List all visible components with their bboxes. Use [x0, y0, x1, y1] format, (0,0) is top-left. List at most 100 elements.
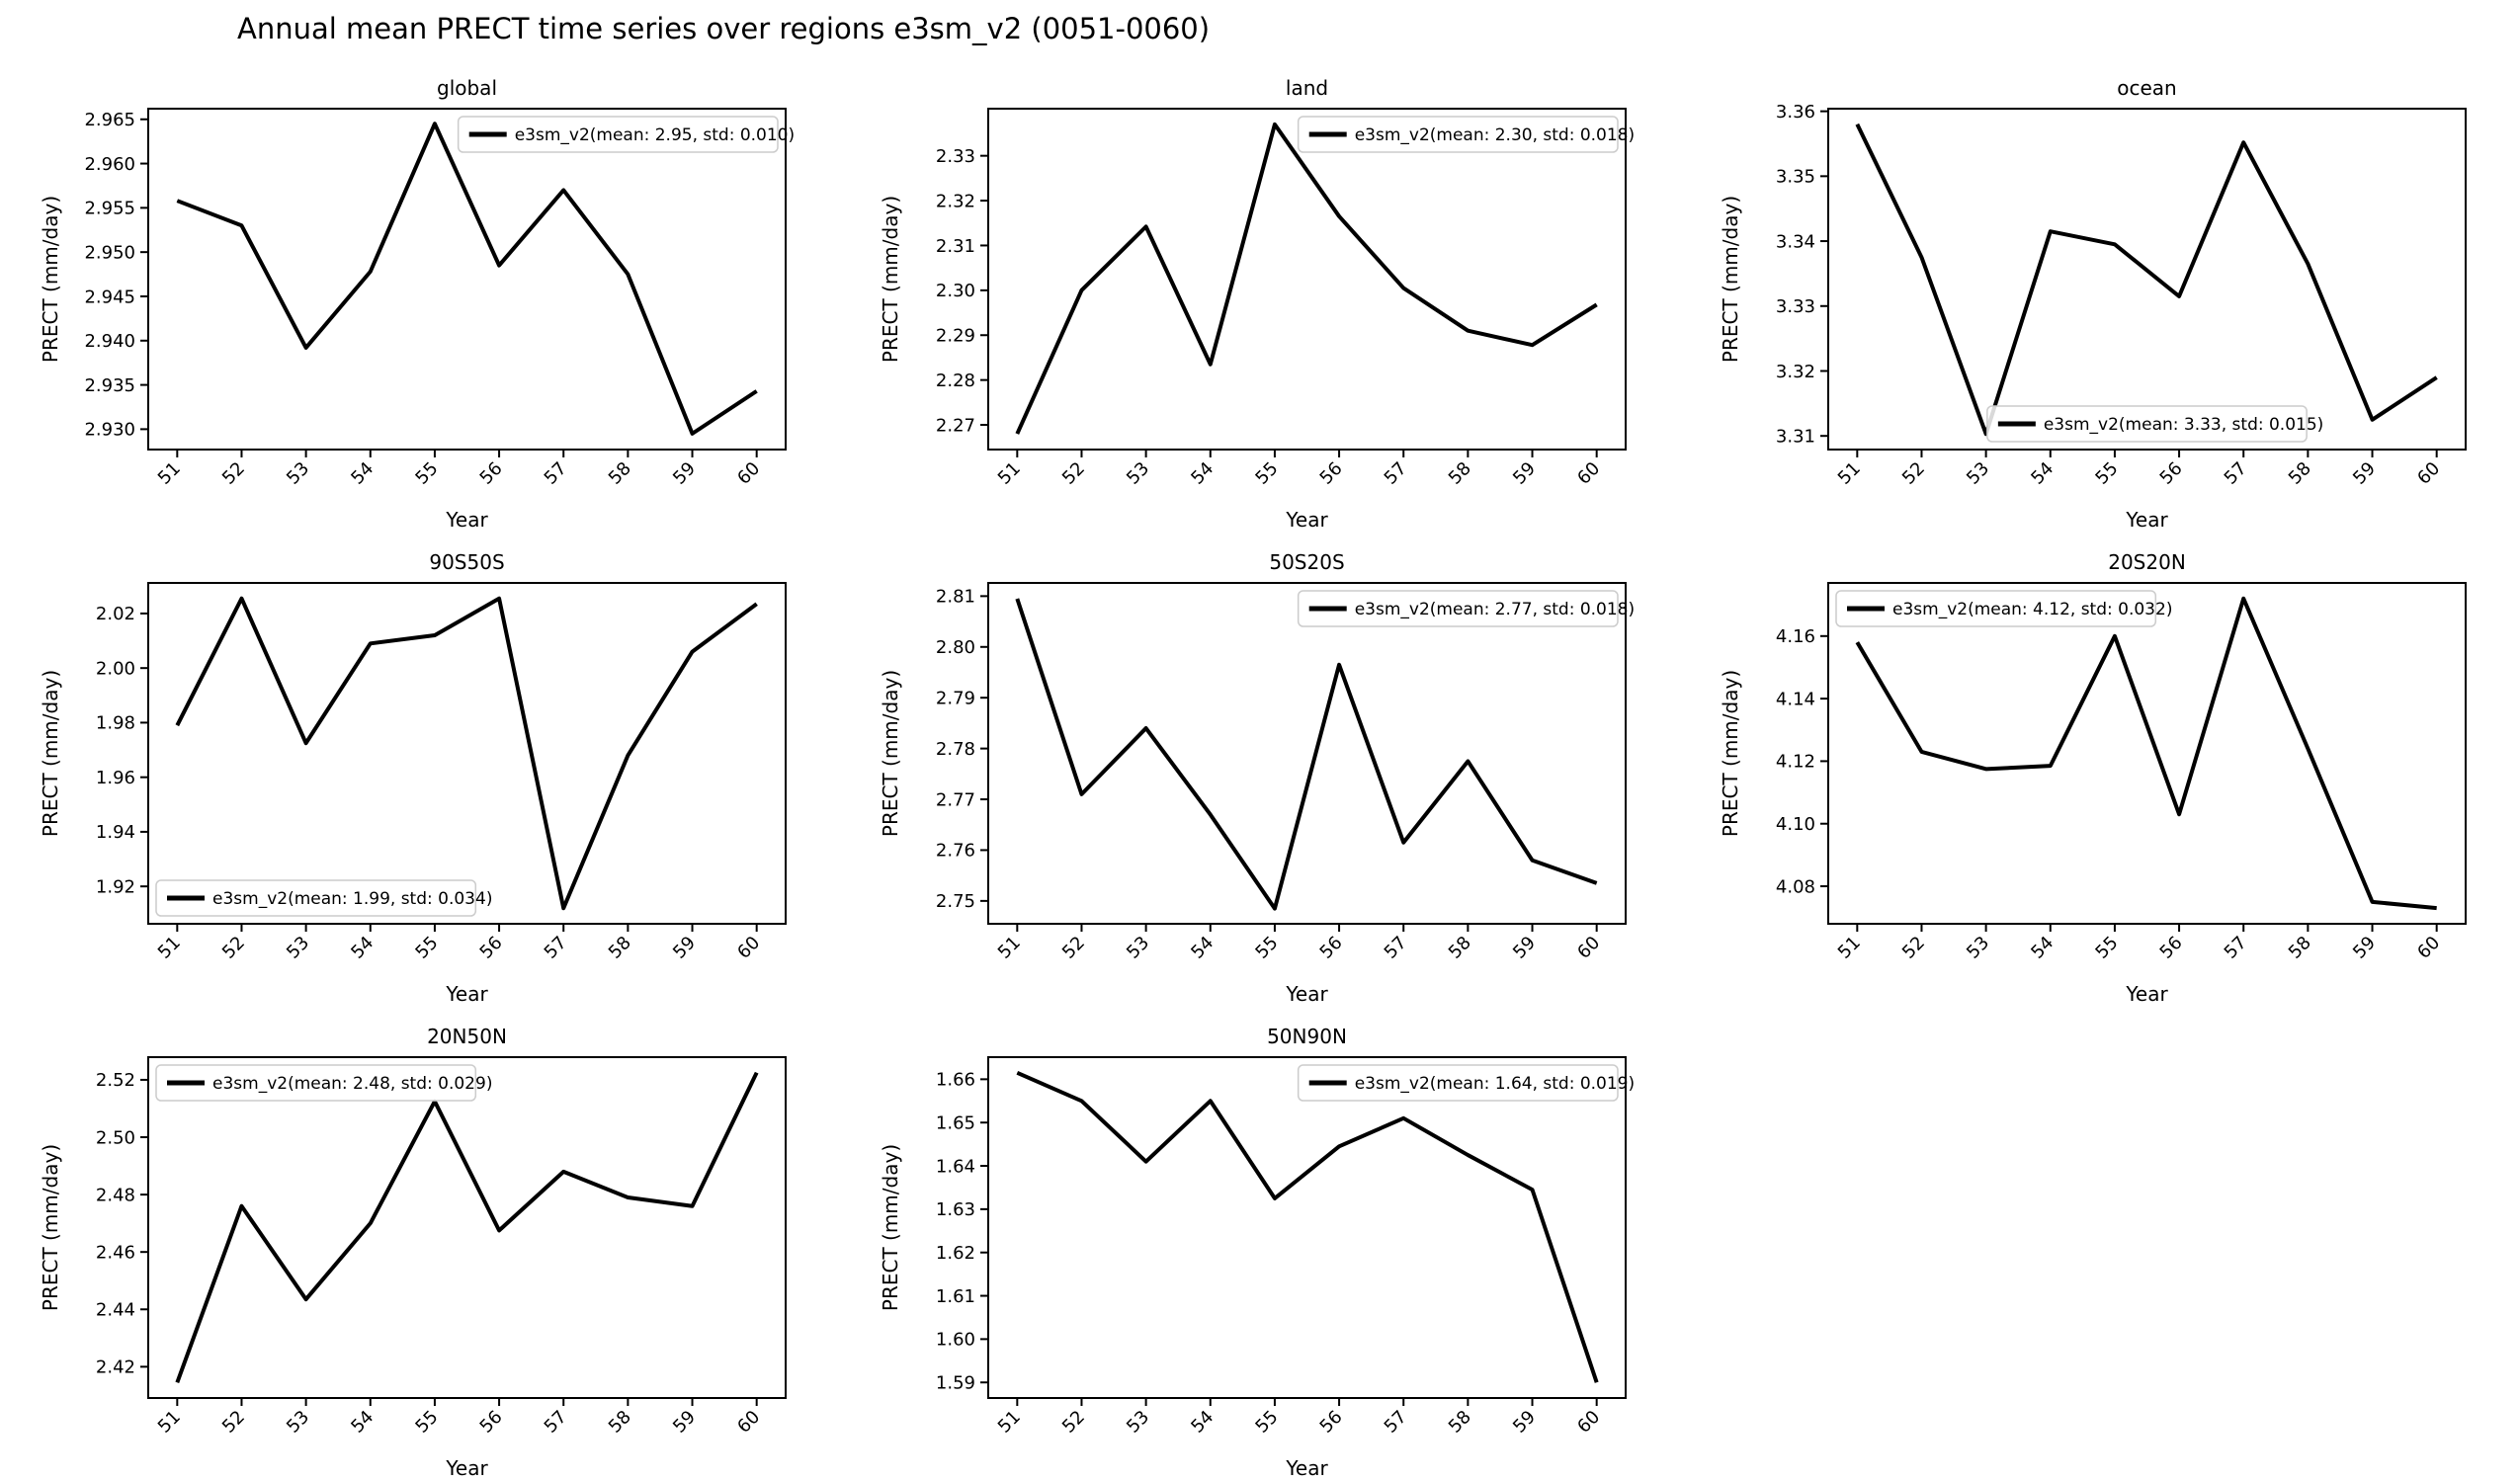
x-tick-label: 60	[2413, 933, 2444, 963]
x-tick-label: 53	[283, 933, 313, 963]
x-tick-label: 58	[605, 458, 635, 489]
x-tick-label: 54	[1187, 458, 1218, 489]
legend-label: e3sm_v2(mean: 2.77, std: 0.018)	[1355, 600, 1635, 619]
x-tick-label: 58	[1445, 933, 1475, 963]
axes-frame	[147, 582, 787, 925]
figure-title: Annual mean PRECT time series over regio…	[237, 12, 1211, 45]
y-tick-label: 1.65	[936, 1112, 975, 1133]
x-tick-label: 54	[2027, 458, 2058, 489]
x-tick-label: 60	[733, 1407, 764, 1438]
data-line	[1016, 1070, 1599, 1383]
x-axis-label: Year	[445, 1456, 488, 1477]
y-tick-label: 2.930	[84, 420, 135, 441]
y-tick-label: 4.08	[1776, 876, 1815, 897]
y-tick-label: 1.59	[936, 1373, 975, 1394]
axes-frame	[987, 1056, 1627, 1399]
axes-frame	[1827, 582, 2467, 925]
y-tick-label: 2.46	[96, 1242, 135, 1263]
legend: e3sm_v2(mean: 2.77, std: 0.018)	[1297, 590, 1635, 627]
y-tick-label: 1.66	[936, 1070, 975, 1091]
x-tick-label: 56	[2156, 933, 2187, 963]
x-tick-label: 57	[1381, 933, 1411, 963]
subplot-title: 20N50N	[427, 1025, 507, 1048]
legend-box	[1986, 405, 2308, 443]
y-tick-label: 1.63	[936, 1199, 975, 1220]
x-tick-label: 52	[1058, 933, 1089, 963]
x-tick-label: 52	[218, 1407, 249, 1438]
x-tick-label: 57	[541, 933, 571, 963]
x-tick-label: 57	[541, 458, 571, 489]
y-tick-label: 2.965	[84, 110, 135, 130]
y-tick-label: 1.94	[96, 822, 135, 843]
x-tick-label: 53	[1963, 933, 1993, 963]
x-tick-label: 54	[347, 933, 378, 963]
y-tick-label: 2.955	[84, 199, 135, 219]
x-tick-label: 55	[411, 933, 442, 963]
y-axis-label: PRECT (mm/day)	[39, 196, 62, 363]
x-axis-label: Year	[1285, 508, 1328, 529]
y-axis-label: PRECT (mm/day)	[39, 670, 62, 837]
y-tick-label: 3.34	[1776, 231, 1815, 252]
chart-90s50s: 90S50S 1.92 1.94 1.96 1.98 2.00 2.02 51 52 53 54 55…	[39, 550, 787, 1003]
x-tick-label: 56	[476, 933, 507, 963]
y-tick-label: 2.77	[936, 789, 975, 810]
axes-frame	[1827, 108, 2467, 451]
y-tick-label: 2.76	[936, 841, 975, 862]
y-tick-label: 3.35	[1776, 167, 1815, 188]
y-axis-label: PRECT (mm/day)	[1719, 670, 1742, 837]
x-tick-label: 57	[2221, 458, 2251, 489]
legend: e3sm_v2(mean: 1.99, std: 0.034)	[155, 879, 492, 917]
x-tick-label: 60	[733, 458, 764, 489]
subplot-grid: global 2.930 2.935 2.940 2.945 2.950 2.955 2.96…	[0, 54, 2520, 1477]
y-tick-label: 2.30	[936, 281, 975, 301]
y-axis-label: PRECT (mm/day)	[39, 1144, 62, 1311]
x-tick-label: 53	[1963, 458, 1993, 489]
x-tick-label: 56	[2156, 458, 2187, 489]
x-tick-label: 54	[347, 458, 378, 489]
x-axis-label: Year	[1285, 1456, 1328, 1477]
x-tick-label: 54	[2027, 933, 2058, 963]
x-tick-label: 55	[2091, 458, 2122, 489]
y-tick-label: 2.32	[936, 191, 975, 211]
x-tick-label: 53	[1123, 1407, 1153, 1438]
data-line	[1855, 596, 2437, 911]
chart-land: land 2.27 2.28 2.29 2.30 2.31 2.32 2.33 51 52 53 54…	[879, 76, 1635, 529]
y-tick-label: 2.48	[96, 1185, 135, 1205]
y-tick-label: 1.96	[96, 768, 135, 788]
y-tick-label: 2.42	[96, 1358, 135, 1378]
x-tick-label: 55	[1251, 458, 1282, 489]
chart-global: global 2.930 2.935 2.940 2.945 2.950 2.955 2.96…	[39, 76, 795, 529]
x-tick-label: 57	[541, 1407, 571, 1438]
data-line	[1015, 122, 1598, 435]
x-tick-label: 59	[2349, 458, 2380, 489]
subplot-title: global	[437, 76, 497, 100]
x-tick-label: 51	[154, 458, 185, 489]
x-tick-label: 60	[2413, 458, 2444, 489]
legend-box	[155, 879, 477, 917]
y-tick-label: 2.50	[96, 1127, 135, 1148]
chart-50s20s: 50S20S 2.75 2.76 2.77 2.78 2.79 2.80 2.81 51 52 53…	[879, 550, 1635, 1003]
x-tick-label: 55	[1251, 1407, 1282, 1438]
legend-label: e3sm_v2(mean: 1.64, std: 0.019)	[1355, 1074, 1635, 1094]
x-tick-label: 55	[2091, 933, 2122, 963]
x-tick-label: 56	[1316, 933, 1347, 963]
x-tick-label: 58	[2285, 458, 2315, 489]
y-tick-label: 4.12	[1776, 752, 1815, 773]
axes-frame	[987, 582, 1627, 925]
y-tick-label: 2.940	[84, 331, 135, 352]
x-tick-label: 53	[283, 1407, 313, 1438]
legend: e3sm_v2(mean: 2.95, std: 0.010)	[457, 116, 795, 153]
x-tick-label: 51	[994, 933, 1025, 963]
subplot-title: ocean	[2117, 76, 2176, 100]
x-tick-label: 57	[1381, 1407, 1411, 1438]
x-tick-label: 56	[476, 1407, 507, 1438]
x-tick-label: 51	[154, 933, 185, 963]
chart-20n50n: 20N50N 2.42 2.44 2.46 2.48 2.50 2.52 51 52 53 54 55…	[39, 1025, 787, 1477]
subplot-title: land	[1286, 76, 1328, 100]
legend-label: e3sm_v2(mean: 2.95, std: 0.010)	[515, 125, 795, 145]
axes-frame	[147, 1056, 787, 1399]
y-tick-label: 2.79	[936, 688, 975, 708]
y-tick-label: 2.44	[96, 1300, 135, 1321]
axes-frame	[987, 108, 1627, 451]
y-tick-label: 1.64	[936, 1156, 975, 1177]
